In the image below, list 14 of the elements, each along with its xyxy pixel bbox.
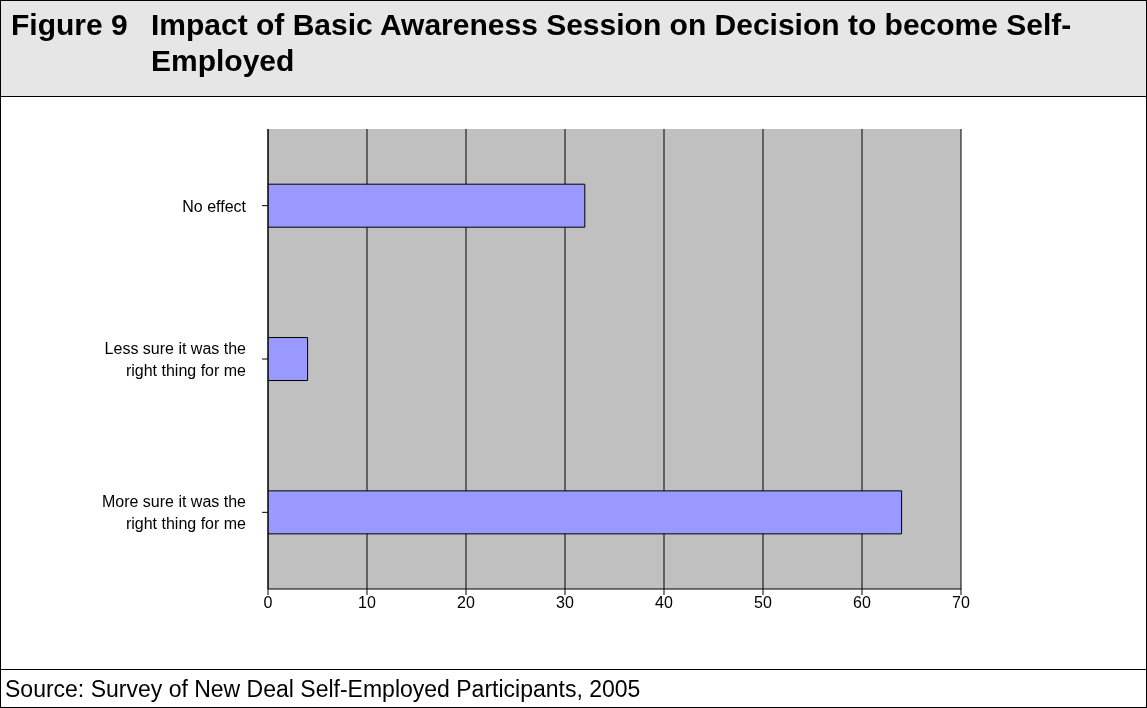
x-tick-label: 10: [358, 594, 376, 612]
x-tick-label: 40: [655, 594, 673, 612]
chart-subtitle: Impact of Basic Awareness Session on Decision to become Self-Employed: [151, 7, 1073, 79]
x-tick-label: 30: [556, 594, 574, 612]
x-tick-label: 60: [853, 594, 871, 612]
y-tick-label: Less sure it was the right thing for me: [104, 339, 247, 379]
chart-title: Figure 9: [11, 7, 129, 43]
y-tick-label: More sure it was the right thing for me: [101, 492, 247, 532]
source-note: Source: Survey of New Deal Self-Employed Participants, 2005: [5, 676, 642, 703]
x-tick-label: 70: [952, 594, 970, 612]
y-tick-label: No effect: [182, 197, 247, 215]
x-tick-label: 0: [263, 594, 273, 612]
x-tick-label: 20: [457, 594, 475, 612]
x-tick-label: 50: [754, 594, 772, 612]
